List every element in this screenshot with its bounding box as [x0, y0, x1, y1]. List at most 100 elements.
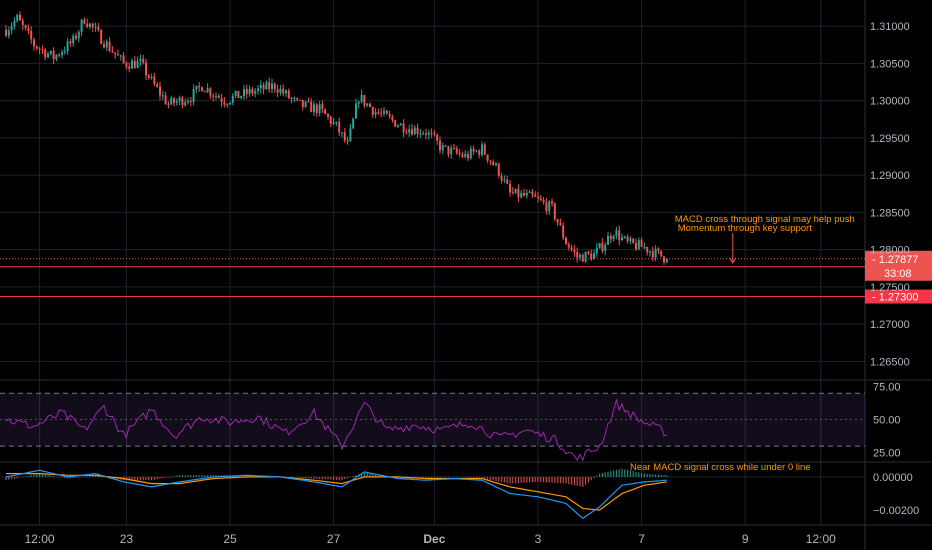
candle[interactable] [332, 122, 335, 124]
candle[interactable] [338, 121, 341, 133]
candle[interactable] [640, 240, 643, 248]
candle[interactable] [609, 235, 612, 240]
candle[interactable] [293, 98, 296, 100]
candle[interactable] [615, 230, 618, 236]
candle[interactable] [500, 175, 503, 181]
candle[interactable] [489, 160, 492, 162]
candle[interactable] [147, 75, 150, 78]
candle[interactable] [383, 110, 385, 114]
candle[interactable] [343, 132, 346, 141]
candle[interactable] [299, 99, 301, 101]
candle[interactable] [41, 49, 44, 51]
candle[interactable] [573, 249, 576, 252]
candle[interactable] [217, 95, 220, 99]
candle[interactable] [5, 29, 7, 36]
candle[interactable] [433, 133, 436, 135]
candle[interactable] [10, 26, 13, 31]
candle[interactable] [542, 200, 545, 203]
candle[interactable] [352, 118, 355, 129]
candle[interactable] [380, 113, 383, 115]
candle[interactable] [251, 88, 254, 94]
candle[interactable] [187, 100, 189, 103]
candle[interactable] [248, 88, 251, 94]
candle[interactable] [89, 23, 91, 27]
candle[interactable] [497, 163, 500, 176]
candle[interactable] [495, 163, 497, 166]
candle[interactable] [663, 256, 665, 263]
candle[interactable] [44, 49, 47, 58]
candle[interactable] [559, 222, 562, 226]
candle[interactable] [475, 150, 478, 152]
candle[interactable] [206, 88, 209, 93]
candle[interactable] [273, 83, 276, 90]
candle[interactable] [52, 50, 55, 60]
candle[interactable] [61, 52, 63, 56]
candle[interactable] [125, 62, 128, 67]
candle[interactable] [427, 132, 430, 135]
candle[interactable] [276, 89, 279, 93]
candle[interactable] [16, 14, 19, 21]
candle[interactable] [301, 99, 304, 107]
candle[interactable] [539, 198, 542, 201]
candle[interactable] [173, 98, 175, 104]
candle[interactable] [405, 132, 408, 134]
candle[interactable] [24, 25, 27, 29]
candle[interactable] [601, 243, 604, 251]
candle[interactable] [506, 179, 509, 184]
candle[interactable] [21, 20, 24, 26]
candle[interactable] [201, 87, 203, 92]
candle[interactable] [91, 23, 94, 28]
candle[interactable] [623, 236, 626, 238]
candle[interactable] [425, 133, 427, 135]
candle[interactable] [271, 83, 273, 90]
candle[interactable] [509, 183, 511, 193]
candle[interactable] [94, 27, 97, 29]
candle[interactable] [72, 35, 75, 44]
candle[interactable] [618, 230, 621, 241]
candle[interactable] [453, 148, 455, 150]
candle[interactable] [287, 90, 290, 99]
candle[interactable] [223, 101, 226, 105]
candle[interactable] [567, 244, 570, 248]
candle[interactable] [486, 154, 489, 161]
candle[interactable] [584, 251, 587, 262]
candle[interactable] [531, 191, 534, 195]
candle[interactable] [150, 76, 153, 78]
candle[interactable] [520, 192, 523, 198]
candle[interactable] [290, 98, 293, 100]
annotation-key-support[interactable]: Momentum through key support [678, 223, 812, 234]
candle[interactable] [430, 132, 433, 134]
candle[interactable] [528, 191, 531, 193]
candle[interactable] [349, 128, 352, 141]
candle[interactable] [565, 237, 567, 245]
candle[interactable] [296, 98, 299, 100]
candle[interactable] [461, 154, 464, 157]
candle[interactable] [285, 90, 287, 94]
candle[interactable] [654, 248, 657, 258]
candle[interactable] [556, 218, 559, 223]
candle[interactable] [397, 125, 399, 127]
candle[interactable] [192, 89, 195, 102]
candle[interactable] [455, 148, 458, 153]
candle[interactable] [49, 50, 52, 54]
candle[interactable] [313, 104, 315, 113]
candle[interactable] [259, 84, 262, 89]
annotation-macd-push[interactable]: MACD cross through signal may help push [675, 214, 855, 225]
candle[interactable] [660, 250, 663, 257]
candle[interactable] [481, 144, 483, 155]
candle[interactable] [478, 150, 481, 155]
candle[interactable] [394, 120, 397, 127]
candle[interactable] [105, 41, 108, 48]
candle[interactable] [464, 154, 467, 157]
candle[interactable] [203, 91, 206, 93]
candle[interactable] [226, 104, 229, 106]
candle[interactable] [643, 246, 646, 248]
candle[interactable] [377, 112, 380, 114]
candle[interactable] [63, 51, 66, 53]
candle[interactable] [13, 20, 16, 27]
candle[interactable] [579, 254, 581, 258]
candle[interactable] [374, 112, 377, 115]
candle[interactable] [321, 104, 324, 110]
candle[interactable] [366, 103, 369, 106]
candle[interactable] [114, 52, 117, 55]
